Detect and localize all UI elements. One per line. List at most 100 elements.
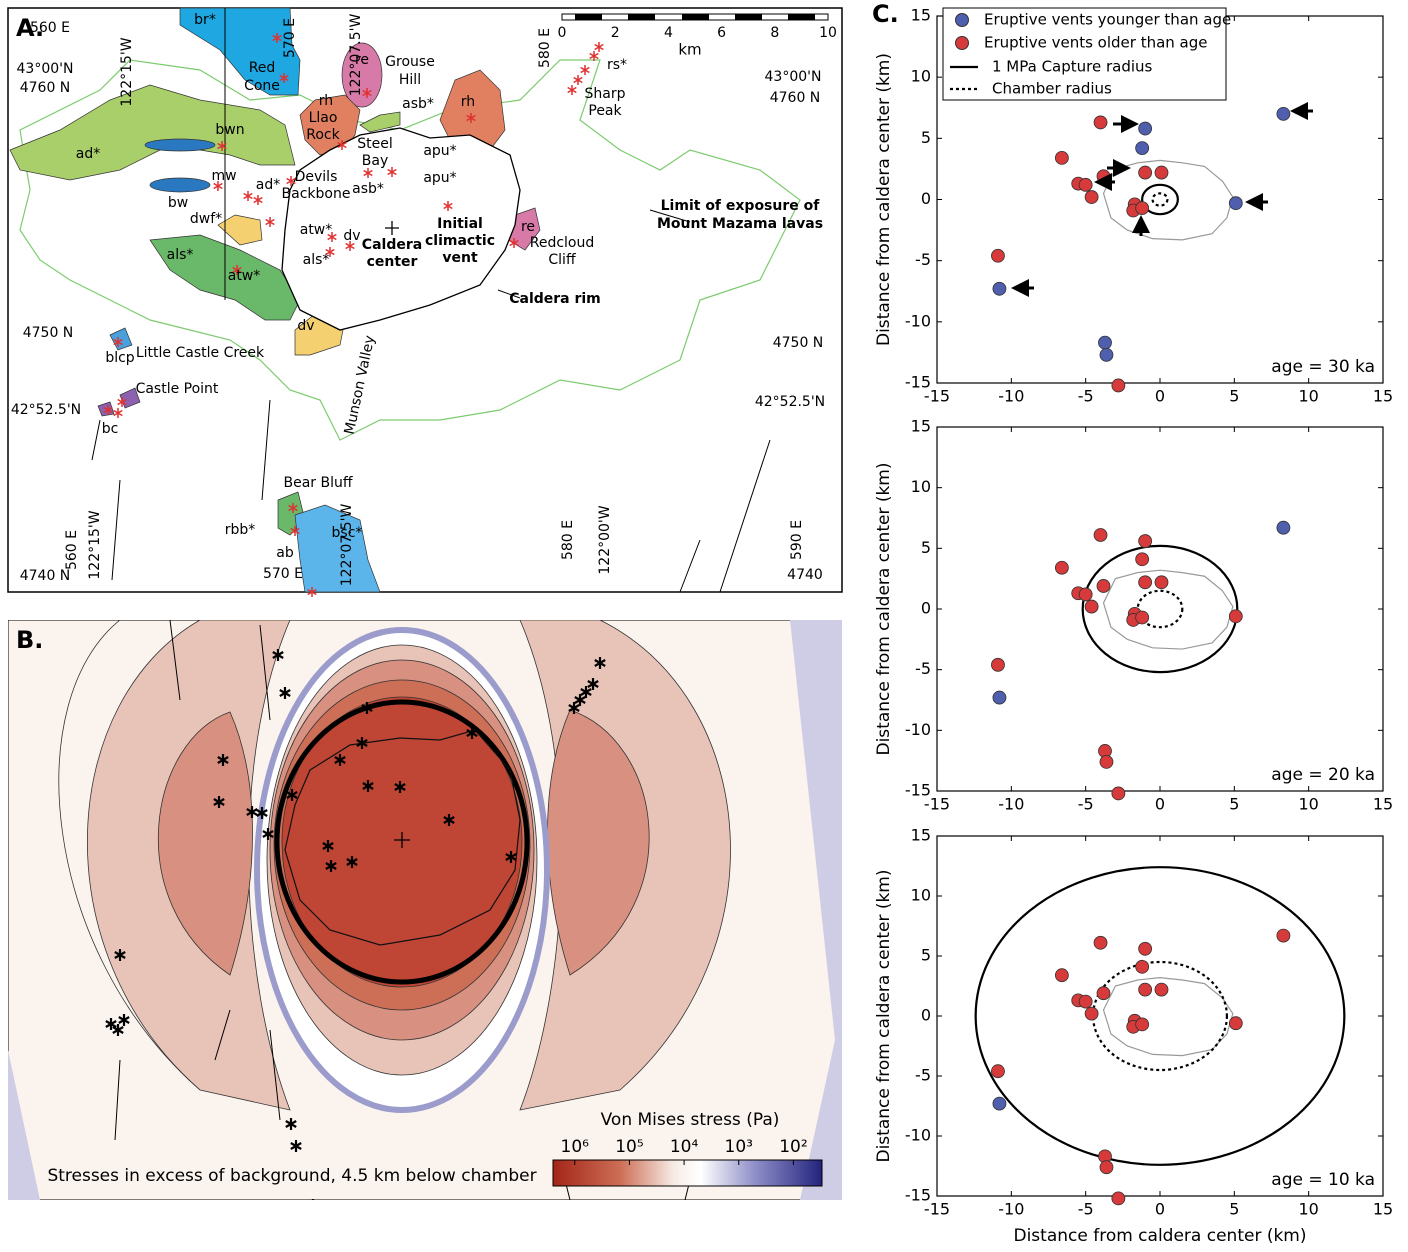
vent-marker: [337, 140, 347, 150]
colorbar-title: Von Mises stress (Pa): [601, 1110, 780, 1130]
vent-point: [1276, 520, 1291, 535]
vent-point: [1096, 986, 1111, 1001]
x-tick-label: 0: [1155, 387, 1165, 406]
map-label: Limit of exposure of: [661, 198, 821, 214]
map-label: Little Castle Creek: [136, 345, 265, 361]
vent-marker: [105, 1018, 117, 1030]
map-label: Bay: [362, 153, 388, 169]
legend-label: Eruptive vents older than age: [984, 34, 1208, 52]
map-label: bwn: [215, 122, 244, 138]
vent-marker: [387, 167, 397, 177]
vent-marker: [568, 702, 580, 714]
map-label: 43°00'N: [765, 69, 822, 85]
annotation: age = 20 ka: [1271, 765, 1375, 785]
map-label: dv: [343, 228, 360, 244]
vent-marker: [322, 840, 334, 852]
x-tick-label: 5: [1229, 1200, 1239, 1219]
y-tick-label: 0: [921, 189, 931, 208]
y-tick-label: -10: [905, 1126, 931, 1145]
legend-label: Chamber radius: [992, 80, 1112, 98]
legend-label: Eruptive vents younger than age: [984, 11, 1231, 29]
map-label: 4740: [787, 567, 823, 583]
vent-marker: [118, 1014, 130, 1026]
colorbar-tick-label: 10⁵: [615, 1137, 643, 1157]
colorbar-tick-label: 10⁶: [561, 1137, 590, 1157]
map-label: re: [355, 52, 369, 68]
vent-marker: [325, 860, 337, 872]
vent-point: [1276, 106, 1291, 121]
caption: Stresses in excess of background, 4.5 km…: [47, 1166, 536, 1186]
map-label: Cliff: [548, 252, 576, 268]
map-label: Redcloud: [530, 235, 595, 251]
legend-swatch: [955, 36, 969, 50]
map-label: rs*: [607, 57, 627, 73]
x-tick-label: -10: [998, 795, 1024, 814]
x-tick-label: 10: [1298, 1200, 1318, 1219]
map-label: 4760 N: [20, 80, 71, 96]
vent-point: [1054, 151, 1069, 165]
map-label: apu*: [423, 143, 456, 159]
map-label: Cone: [244, 78, 280, 94]
map-label: re: [521, 219, 535, 235]
vent-point: [1099, 347, 1114, 362]
vent-point: [1276, 928, 1291, 943]
map-label: Caldera rim: [509, 291, 601, 307]
vent-point: [1099, 1160, 1114, 1175]
x-tick-label: 15: [1373, 795, 1393, 814]
vent-marker: [217, 754, 229, 766]
y-tick-label: 5: [921, 946, 931, 965]
x-tick-label: -10: [998, 1200, 1024, 1219]
vent-marker: [103, 405, 113, 415]
vent-marker: [217, 141, 227, 151]
vent-point: [1138, 165, 1153, 180]
vent-marker: [285, 1118, 297, 1130]
map-label: Sharp: [585, 86, 626, 102]
vent-marker: [232, 265, 242, 275]
vent-marker: [345, 241, 355, 251]
map-label: Backbone: [282, 186, 351, 202]
radius-circle: [1141, 183, 1179, 216]
map-label: 570 E: [263, 566, 303, 582]
y-tick-label: 5: [921, 128, 931, 147]
vent-point: [1138, 575, 1153, 590]
map-label: als*: [167, 247, 194, 263]
vent-marker: [594, 657, 606, 669]
map-label: Rock: [306, 127, 340, 143]
map-label: 560 E: [64, 530, 80, 570]
y-tick-label: 0: [921, 599, 931, 618]
vent-marker: [356, 737, 368, 749]
vent-point: [1138, 941, 1153, 956]
radius-circle: [1081, 544, 1239, 674]
panel-label: B.: [16, 626, 43, 654]
vent-marker: [286, 176, 296, 186]
vent-marker: [580, 65, 590, 75]
vent-marker: [334, 754, 346, 766]
vent-marker: [279, 73, 289, 83]
map-label: Mount Mazama lavas: [657, 216, 823, 232]
vent-marker: [288, 503, 298, 513]
vent-marker: [509, 238, 519, 248]
y-tick-label: 5: [921, 538, 931, 557]
vent-marker: [362, 780, 374, 792]
radius-circle: [974, 866, 1346, 1166]
map-label: bc: [102, 421, 119, 437]
legend-box: [942, 7, 1227, 101]
scale-unit: km: [678, 41, 701, 59]
radius-circle: [1136, 589, 1184, 629]
map-label: br*: [194, 12, 216, 28]
scale-tick-label: 2: [611, 25, 620, 41]
vent-point: [1099, 754, 1114, 769]
y-tick-label: 0: [921, 1006, 931, 1025]
vent-marker: [327, 232, 337, 242]
map-label: Castle Point: [136, 381, 219, 397]
scale-tick-label: 6: [717, 25, 726, 41]
vent-marker: [466, 113, 476, 123]
colorbar-tick-label: 10³: [725, 1137, 753, 1157]
vent-point: [1098, 335, 1112, 350]
vent-point: [1078, 177, 1093, 192]
legend-swatch: [955, 13, 969, 27]
x-tick-label: -5: [1078, 1200, 1094, 1219]
x-axis-title: Distance from caldera center (km): [1013, 1226, 1306, 1246]
charts-c: C. -15 -10 -5 0 5 10 15 -15 -10 -5 0 5 10 15 age = 30 k…: [872, 0, 1393, 1246]
